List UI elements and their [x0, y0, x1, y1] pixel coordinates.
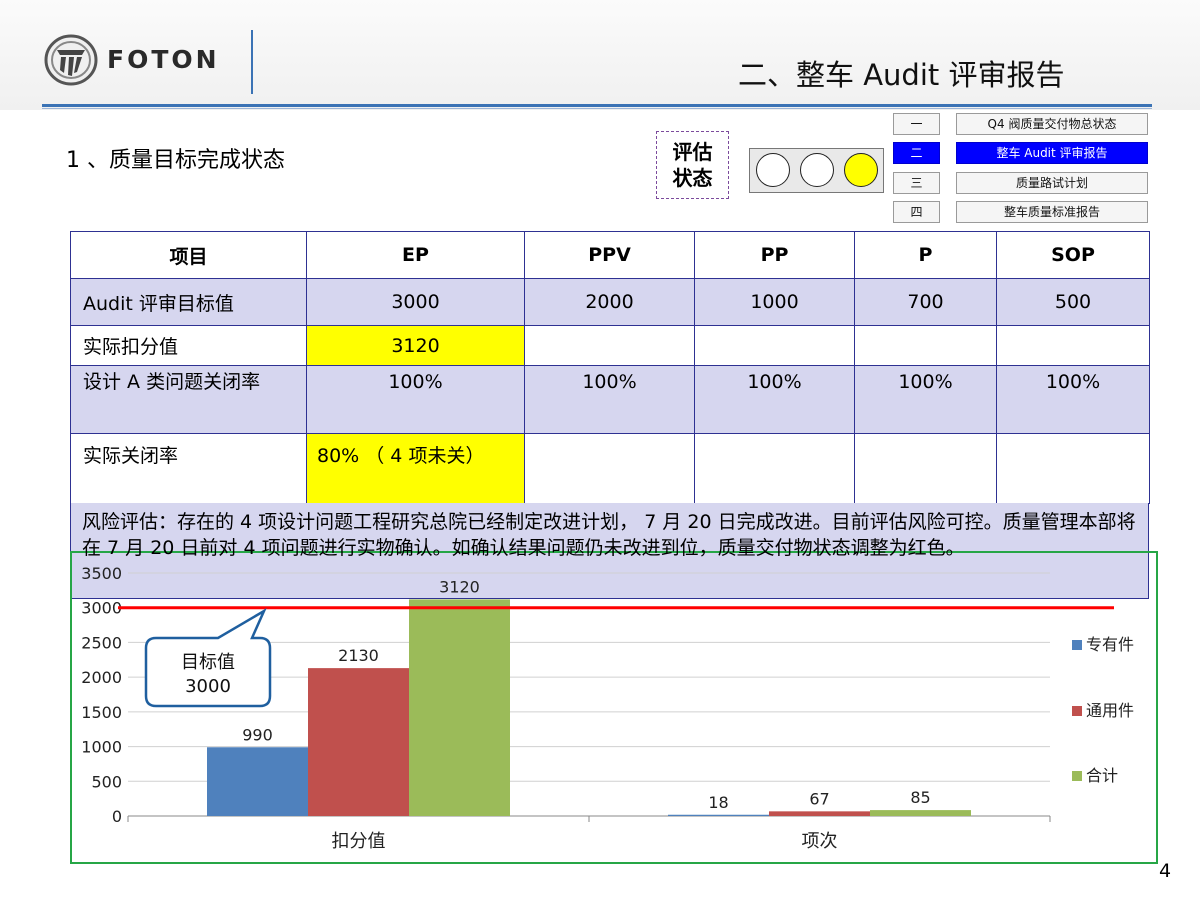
y-tick-label: 3000	[81, 599, 122, 618]
nav-item-3-number[interactable]: 三	[893, 172, 940, 194]
table-cell: 500	[996, 278, 1150, 326]
evaluation-label-line2: 状态	[672, 166, 713, 190]
bar	[207, 747, 308, 816]
callout-text-line1: 目标值	[181, 652, 235, 673]
legend-label: 专有件	[1086, 635, 1134, 654]
column-header: PP	[694, 231, 855, 279]
evaluation-label-line1: 评估	[672, 140, 713, 164]
logo-wordmark: FOTON	[107, 45, 220, 74]
nav-item-1-number[interactable]: 一	[893, 113, 940, 135]
y-tick-label: 3500	[81, 564, 122, 583]
table-cell	[854, 325, 997, 366]
evaluation-status-label: 评估 状态	[656, 131, 729, 199]
table-row: 设计 A 类问题关闭率 100% 100% 100% 100% 100%	[70, 365, 1150, 434]
status-light-yellow	[844, 153, 878, 187]
table-row: 实际扣分值 3120	[70, 325, 1150, 366]
header-rule-thin	[42, 108, 1152, 109]
table-cell: 100%	[854, 365, 997, 434]
x-category-label: 项次	[802, 831, 838, 852]
foton-logo-icon	[44, 34, 98, 86]
table-cell	[524, 433, 695, 504]
table-cell	[996, 325, 1150, 366]
bar	[668, 814, 769, 816]
bar	[308, 668, 409, 816]
y-tick-label: 1500	[81, 703, 122, 722]
data-label: 990	[242, 725, 273, 744]
table-cell	[996, 433, 1150, 504]
y-tick-label: 2500	[81, 633, 122, 652]
traffic-light-indicator	[749, 148, 884, 193]
legend-label: 合计	[1086, 766, 1118, 785]
table-cell: 100%	[694, 365, 855, 434]
y-tick-label: 0	[112, 807, 122, 826]
target-callout	[144, 607, 272, 708]
y-tick-label: 500	[91, 772, 122, 791]
table-header-row: 项目 EP PPV PP P SOP	[70, 231, 1150, 279]
row-label: Audit 评审目标值	[70, 278, 307, 326]
data-label: 18	[708, 793, 728, 812]
table-cell: 1000	[694, 278, 855, 326]
legend-label: 通用件	[1086, 701, 1134, 720]
legend-swatch	[1072, 771, 1082, 781]
table-cell	[854, 433, 997, 504]
page-title: 二、整车 Audit 评审报告	[738, 58, 1065, 92]
legend-swatch	[1072, 706, 1082, 716]
legend-swatch	[1072, 640, 1082, 650]
row-label: 实际关闭率	[70, 433, 307, 504]
column-header: P	[854, 231, 997, 279]
x-category-label: 扣分值	[332, 831, 386, 852]
column-header: EP	[306, 231, 525, 279]
nav-item-3-label[interactable]: 质量路试计划	[956, 172, 1148, 194]
y-tick-label: 2000	[81, 668, 122, 687]
table-cell: 2000	[524, 278, 695, 326]
highlighted-cell: 3120	[306, 325, 525, 366]
header-rule	[42, 104, 1152, 107]
table-cell	[694, 433, 855, 504]
nav-item-4-label[interactable]: 整车质量标准报告	[956, 201, 1148, 223]
table-row: Audit 评审目标值 3000 2000 1000 700 500	[70, 278, 1150, 326]
page-number: 4	[1159, 860, 1172, 882]
section-title: 1 、质量目标完成状态	[66, 148, 285, 173]
status-light-off	[800, 153, 834, 187]
nav-item-1-label[interactable]: Q4 阀质量交付物总状态	[956, 113, 1148, 135]
risk-assessment-text: 风险评估：存在的 4 项设计问题工程研究总院已经制定改进计划， 7 月 20 日…	[82, 511, 1136, 559]
table-cell: 700	[854, 278, 997, 326]
data-label: 2130	[338, 646, 379, 665]
chart-frame	[70, 551, 1158, 864]
nav-item-2-label[interactable]: 整车 Audit 评审报告	[956, 142, 1148, 164]
y-tick-label: 1000	[81, 738, 122, 757]
row-label: 实际扣分值	[70, 325, 307, 366]
header-band	[0, 0, 1200, 110]
table-cell: 100%	[524, 365, 695, 434]
bar	[769, 811, 870, 816]
header-divider	[251, 30, 253, 94]
quality-target-table: 项目 EP PPV PP P SOP Audit 评审目标值 3000 2000…	[70, 231, 1150, 504]
nav-item-2-number[interactable]: 二	[893, 142, 940, 164]
data-label: 85	[910, 788, 930, 807]
table-cell: 100%	[996, 365, 1150, 434]
callout-text-line2: 3000	[185, 676, 231, 697]
row-label: 设计 A 类问题关闭率	[70, 365, 307, 434]
data-label: 3120	[439, 577, 480, 596]
column-header: 项目	[70, 231, 307, 279]
table-row: 实际关闭率 80% （ 4 项未关）	[70, 433, 1150, 504]
column-header: SOP	[996, 231, 1150, 279]
bar	[409, 599, 510, 816]
bar	[870, 810, 971, 816]
data-label: 67	[809, 789, 829, 808]
table-cell: 3000	[306, 278, 525, 326]
table-cell	[694, 325, 855, 366]
status-light-off	[756, 153, 790, 187]
nav-item-4-number[interactable]: 四	[893, 201, 940, 223]
column-header: PPV	[524, 231, 695, 279]
highlighted-cell: 80% （ 4 项未关）	[306, 433, 525, 504]
